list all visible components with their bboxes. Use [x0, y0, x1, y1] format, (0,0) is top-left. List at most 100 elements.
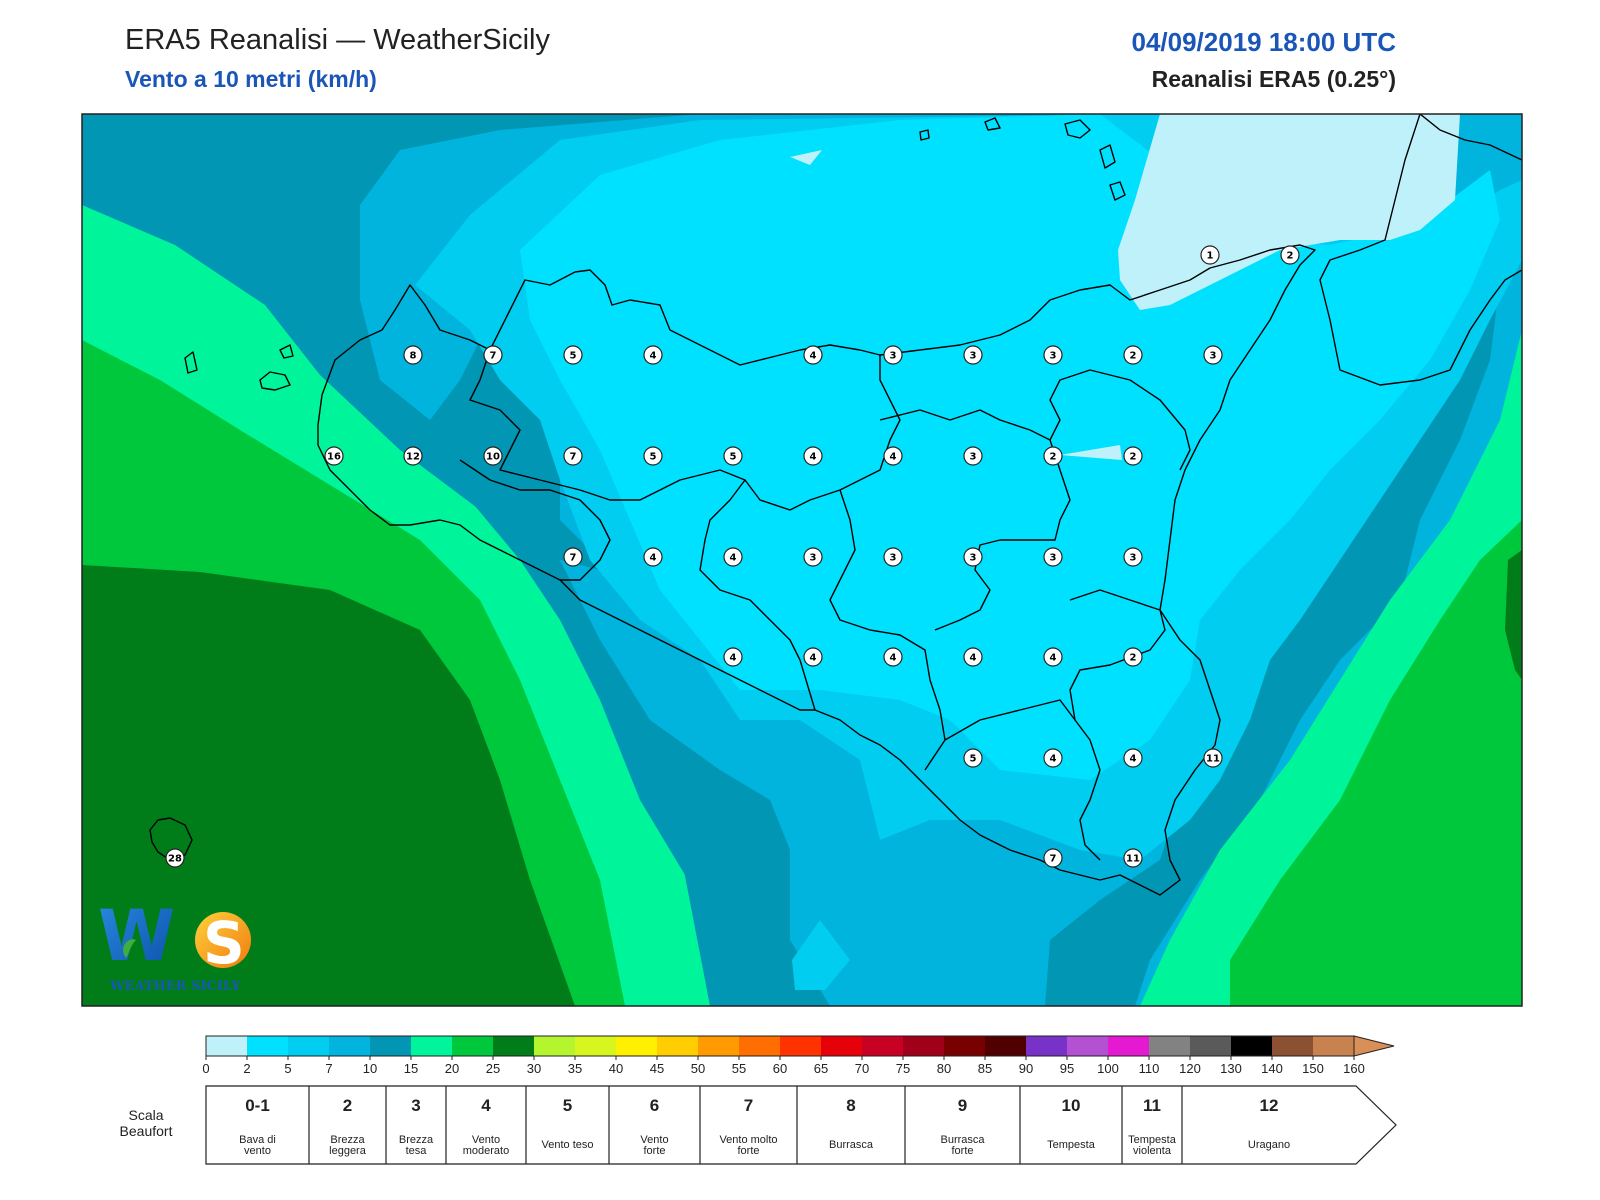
station-circle: [1203, 345, 1223, 365]
beaufort-name-line1: Burrasca: [940, 1134, 985, 1146]
beaufort-name: Burrasca: [829, 1139, 874, 1151]
station-wind-value: 11: [1126, 854, 1140, 865]
map-title: ERA5 Reanalisi — WeatherSicily: [125, 24, 550, 56]
colorbar-extend-arrow: [1353, 1035, 1395, 1057]
station-marker: 3: [963, 547, 983, 567]
station-marker: 2: [1123, 446, 1143, 466]
station-wind-value: 4: [890, 653, 897, 664]
lipari: [1099, 144, 1116, 169]
station-markers: 1 28 7 5 4 4 3 3 3 2 316 12 10 7 5 5 4 4 3 2 27 4 4 3 3 3 3 34 4 4 4 4 2…: [165, 245, 1300, 868]
colorbar-tick-label: 95: [1060, 1061, 1074, 1076]
colorbar-segment: [739, 1036, 780, 1056]
station-circle: [1123, 547, 1143, 567]
map-source: Reanalisi ERA5 (0.25°): [1151, 66, 1396, 92]
beaufort-number: 9: [958, 1096, 967, 1115]
station-circle: [483, 446, 503, 466]
station-marker: 3: [1123, 547, 1143, 567]
station-circle: [1123, 748, 1143, 768]
station-wind-value: 5: [650, 452, 657, 463]
band-0-2-inland: [1060, 445, 1122, 460]
station-marker: 4: [1043, 647, 1063, 667]
beaufort-name-line1: Brezza: [399, 1134, 434, 1146]
beaufort-name-line2: tesa: [406, 1145, 428, 1157]
station-marker: 11: [1123, 848, 1143, 868]
station-marker: 7: [563, 547, 583, 567]
station-marker: 4: [643, 345, 663, 365]
station-marker: 2: [1043, 446, 1063, 466]
station-marker: 8: [403, 345, 423, 365]
station-circle: [803, 647, 823, 667]
colorbar-segment: [821, 1036, 862, 1056]
colorbar-segment: [903, 1036, 944, 1056]
station-wind-value: 3: [1210, 351, 1217, 362]
station-circle: [1123, 446, 1143, 466]
colorbar-tick-label: 20: [445, 1061, 459, 1076]
station-marker: 5: [963, 748, 983, 768]
favignana: [259, 371, 291, 391]
station-wind-value: 10: [486, 452, 500, 463]
station-circle: [483, 345, 503, 365]
station-circle: [803, 345, 823, 365]
station-circle: [324, 446, 344, 466]
beaufort-name-line1: Vento: [640, 1134, 668, 1146]
station-circle: [1043, 446, 1063, 466]
map-subtitle: Vento a 10 metri (km/h): [125, 66, 377, 92]
colorbar-segment: [247, 1036, 288, 1056]
colorbar-segment: [780, 1036, 821, 1056]
station-circle: [563, 446, 583, 466]
station-wind-value: 8: [410, 351, 417, 362]
station-circle: [1043, 345, 1063, 365]
logo-mark-s: S: [203, 909, 245, 977]
beaufort-name-line1: Bava di: [239, 1134, 276, 1146]
station-circle: [723, 446, 743, 466]
colorbar-tick-label: 60: [773, 1061, 787, 1076]
wind-colorbar: 0 2 5 7 10 15 20 25 30 35 40 45 50 55 60 65 70 75 80 85 90 95…: [202, 1035, 1395, 1076]
colorbar-tick-label: 110: [1139, 1061, 1160, 1076]
beaufort-name-line1: Brezza: [330, 1134, 365, 1146]
station-marker: 5: [563, 345, 583, 365]
colorbar-segment: [493, 1036, 534, 1056]
station-wind-value: 4: [730, 653, 737, 664]
colorbar-tick-label: 65: [814, 1061, 828, 1076]
station-marker: 4: [643, 547, 663, 567]
station-wind-value: 5: [730, 452, 737, 463]
border-caltanissetta-enna: [829, 489, 946, 771]
beaufort-name: Uragano: [1248, 1139, 1290, 1151]
station-wind-value: 16: [327, 452, 341, 463]
station-circle: [803, 446, 823, 466]
colorbar-segment: [452, 1036, 493, 1056]
station-circle: [883, 647, 903, 667]
border-ragusa: [944, 699, 1076, 741]
beaufort-class: 10 Tempesta: [1047, 1096, 1096, 1151]
colorbar-segment: [616, 1036, 657, 1056]
leaf-icon: [123, 939, 136, 958]
station-circle: [165, 848, 185, 868]
station-marker: 16: [324, 446, 344, 466]
band-2-5-south: [792, 920, 850, 990]
station-wind-value: 4: [730, 553, 737, 564]
station-wind-value: 4: [1130, 754, 1137, 765]
station-marker: 5: [643, 446, 663, 466]
station-circle: [643, 345, 663, 365]
colorbar-segment: [534, 1036, 575, 1056]
beaufort-number: 11: [1143, 1096, 1161, 1115]
station-marker: 3: [883, 547, 903, 567]
station-marker: 4: [803, 345, 823, 365]
beaufort-name-line2: vento: [244, 1145, 271, 1157]
alicudi: [984, 117, 1001, 131]
station-marker: 3: [803, 547, 823, 567]
colorbar-tick-label: 15: [404, 1061, 418, 1076]
station-wind-value: 3: [890, 351, 897, 362]
colorbar-tick-label: 140: [1261, 1061, 1283, 1076]
station-circle: [803, 547, 823, 567]
calabria-coastline: [1319, 114, 1522, 386]
station-marker: 4: [1043, 748, 1063, 768]
station-wind-value: 28: [168, 854, 182, 865]
station-circle: [723, 647, 743, 667]
station-marker: 4: [883, 647, 903, 667]
beaufort-number: 6: [650, 1096, 659, 1115]
colorbar-segment: [411, 1036, 452, 1056]
